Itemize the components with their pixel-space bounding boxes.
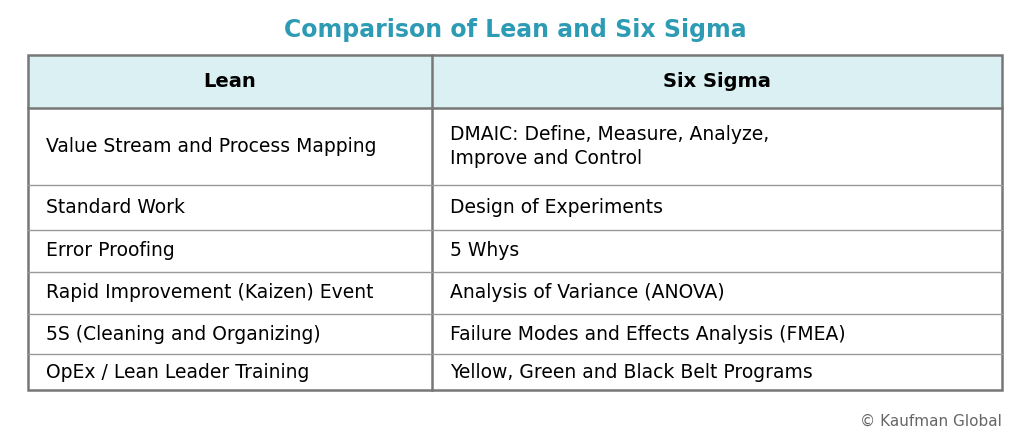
Text: Standard Work: Standard Work [46,198,185,217]
Text: 5 Whys: 5 Whys [450,242,519,261]
Bar [28,55,1002,390]
Text: Rapid Improvement (Kaizen) Event: Rapid Improvement (Kaizen) Event [46,284,374,303]
Text: Design of Experiments: Design of Experiments [450,198,663,217]
Text: 5S (Cleaning and Organizing): 5S (Cleaning and Organizing) [46,325,320,344]
Text: DMAIC: Define, Measure, Analyze,
Improve and Control: DMAIC: Define, Measure, Analyze, Improve… [450,124,769,168]
Text: Value Stream and Process Mapping: Value Stream and Process Mapping [46,137,377,156]
Text: OpEx / Lean Leader Training: OpEx / Lean Leader Training [46,363,309,381]
Text: Lean: Lean [204,72,256,91]
Bar [28,55,1002,108]
Text: Analysis of Variance (ANOVA): Analysis of Variance (ANOVA) [450,284,725,303]
Text: Comparison of Lean and Six Sigma: Comparison of Lean and Six Sigma [283,18,747,42]
Text: Failure Modes and Effects Analysis (FMEA): Failure Modes and Effects Analysis (FMEA… [450,325,846,344]
Text: Six Sigma: Six Sigma [663,72,771,91]
Text: Error Proofing: Error Proofing [46,242,175,261]
Text: © Kaufman Global: © Kaufman Global [860,414,1002,429]
Text: Yellow, Green and Black Belt Programs: Yellow, Green and Black Belt Programs [450,363,813,381]
